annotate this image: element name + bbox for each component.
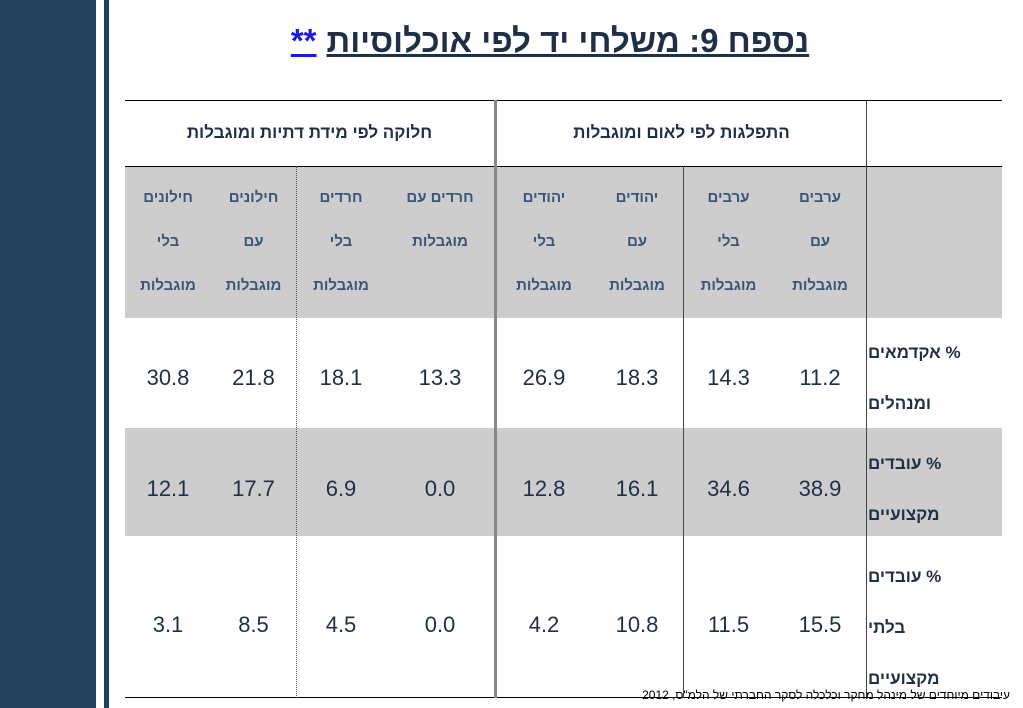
data-table: התפלגות לפי לאום ומוגבלות חלוקה לפי מידת… — [125, 100, 1002, 698]
table-cell: 18.3 — [615, 365, 659, 390]
table-bottom-line — [125, 697, 1002, 698]
column-header-line: מוגבלות — [225, 277, 282, 294]
column-header: יהודים בלי מוגבלות — [497, 166, 591, 318]
table-cell: 0.0 — [424, 612, 456, 637]
table-top-line — [125, 100, 1002, 101]
table-cell: 11.5 — [707, 612, 750, 637]
table-cell: 38.9 — [798, 476, 842, 501]
table-cell: 12.8 — [522, 476, 566, 501]
table-cell: 30.8 — [146, 365, 190, 390]
table-cell: 8.5 — [238, 612, 269, 637]
column-header-line: בלי — [329, 233, 353, 250]
row-header-line: ומנהלים — [868, 394, 932, 413]
table-cell: 34.6 — [707, 476, 750, 501]
column-divider — [683, 166, 684, 698]
row-header-line: בלתי — [868, 617, 906, 637]
table-cell: 14.3 — [707, 365, 750, 390]
row-band-shaded — [125, 428, 1002, 536]
row-header: % עובדים מקצועיים — [868, 436, 998, 542]
row-header-line: מקצועיים — [868, 505, 940, 524]
sidebar-bar — [0, 0, 96, 708]
table-cell: 16.1 — [615, 476, 659, 501]
column-header-line: ערבים — [707, 189, 750, 206]
column-header: חילונים בלי מוגבלות — [125, 166, 211, 318]
column-header-line: עם — [243, 233, 264, 250]
table-cell: 4.5 — [325, 612, 357, 637]
column-header-line: יהודים — [522, 189, 566, 206]
table-cell: 3.1 — [152, 612, 184, 637]
row-header-divider — [866, 100, 867, 698]
column-header-line: חילונים — [143, 189, 193, 206]
column-header-line: מוגבלות — [516, 277, 572, 294]
column-header-line: מוגבלות — [609, 277, 665, 294]
column-header-line: יהודים — [615, 189, 659, 206]
table-cell: 6.9 — [325, 476, 357, 501]
source-footnote: עיבודים מיוחדים של מינהל מחקר וכלכלה לסק… — [642, 688, 1010, 702]
group-header-nation: התפלגות לפי לאום ומוגבלות — [573, 123, 790, 142]
table-cell: 15.5 — [798, 612, 842, 637]
table-cell: 10.8 — [615, 612, 659, 637]
row-header: % אקדמאים ומנהלים — [868, 325, 998, 431]
column-header-line: בלי — [532, 233, 556, 250]
title-stars-link[interactable]: ** — [290, 22, 317, 59]
column-header: ערבים בלי מוגבלות — [683, 166, 774, 318]
row-header-line: % עובדים — [868, 454, 942, 473]
row-header: % עובדים בלתי מקצועיים — [868, 548, 998, 706]
column-header-line: חרדים עם — [406, 189, 474, 206]
title-text: נספח 9: משלחי יד לפי אוכלוסיות — [326, 22, 810, 59]
column-header-line: חילונים — [228, 189, 279, 206]
column-header-band — [125, 166, 1002, 318]
column-header-line: מוגבלות — [412, 233, 468, 250]
column-header-line: עם — [809, 233, 831, 250]
group-header-religion: חלוקה לפי מידת דתיות ומוגבלות — [186, 123, 433, 142]
page-title: נספח 9: משלחי יד לפי אוכלוסיות** — [120, 22, 980, 60]
column-header-line: מוגבלות — [792, 277, 848, 294]
column-header: ערבים עם מוגבלות — [774, 166, 866, 318]
table-cell: 26.9 — [522, 365, 566, 390]
table-cell: 12.1 — [146, 476, 190, 501]
column-header: חילונים עם מוגבלות — [211, 166, 296, 318]
row-header-line: % אקדמאים — [868, 343, 961, 362]
column-header-line: מוגבלות — [313, 277, 369, 294]
column-header-line: בלי — [717, 233, 740, 250]
column-header: יהודים עם מוגבלות — [591, 166, 683, 318]
column-header: חרדים בלי מוגבלות — [296, 166, 386, 318]
column-header-line: עם — [626, 233, 648, 250]
column-header-line: ערבים — [798, 189, 842, 206]
table-cell: 0.0 — [424, 476, 456, 501]
table-cell: 4.2 — [528, 612, 560, 637]
column-header-line: מוגבלות — [700, 277, 757, 294]
column-header-line: חרדים — [319, 189, 363, 206]
group-header-line — [125, 166, 1002, 167]
group-divider — [494, 100, 497, 698]
table-cell: 11.2 — [799, 365, 841, 390]
row-header-line: % עובדים — [868, 566, 942, 586]
column-header-line: מוגבלות — [140, 277, 196, 294]
table-cell: 18.1 — [319, 365, 363, 390]
table-cell: 13.3 — [418, 365, 462, 390]
column-header-line: בלי — [156, 233, 180, 250]
column-header: חרדים עם מוגבלות — [386, 166, 494, 318]
column-divider-dotted — [296, 166, 297, 698]
sidebar-stripe — [104, 0, 109, 708]
row-header-line: מקצועיים — [868, 668, 940, 688]
table-cell: 21.8 — [232, 365, 275, 390]
table-cell: 17.7 — [232, 476, 275, 501]
